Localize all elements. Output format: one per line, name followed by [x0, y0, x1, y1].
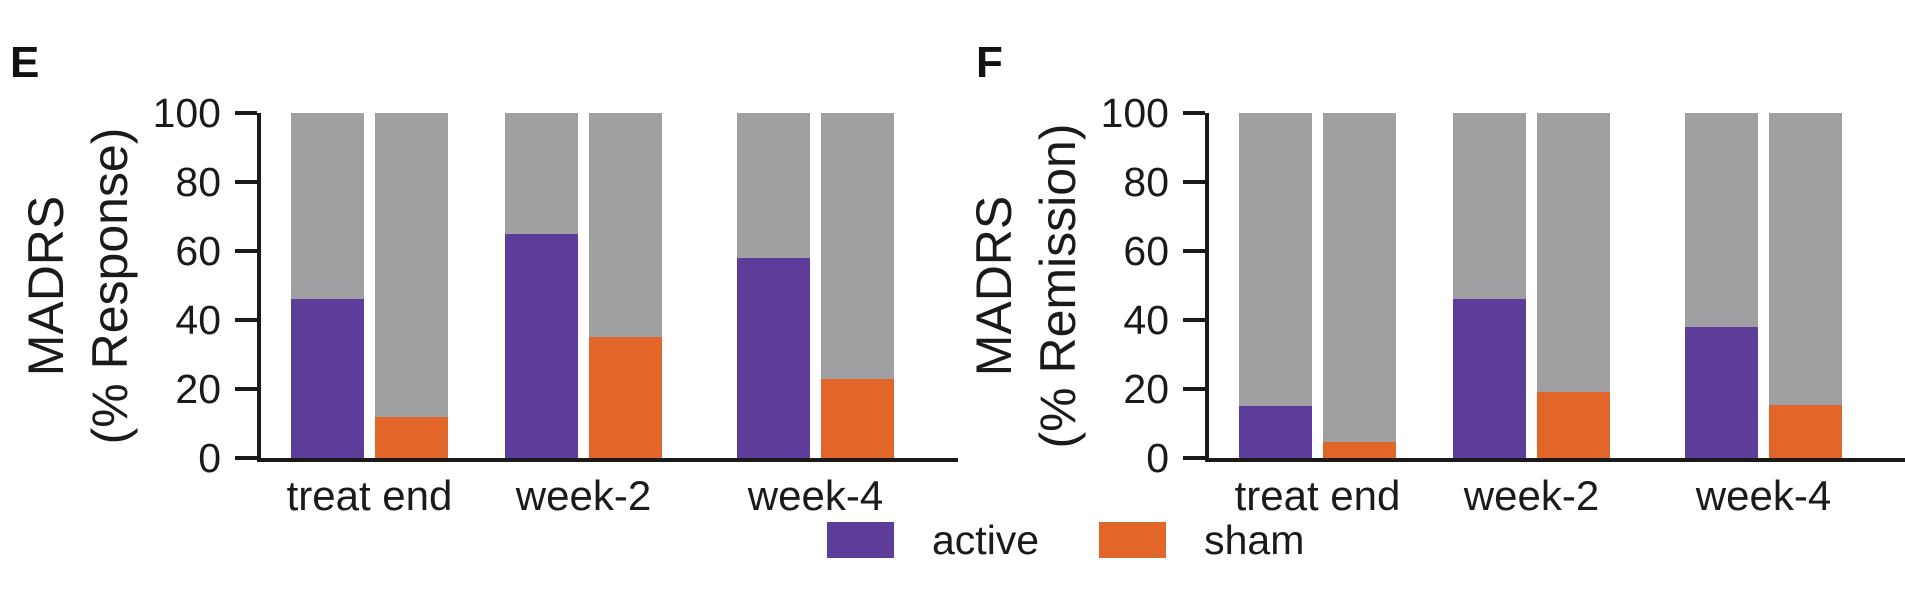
y-tick: [1183, 387, 1205, 391]
bar-fill-sham: [1769, 404, 1842, 458]
x-tick-label-week-4: week-4: [747, 472, 884, 519]
legend-item-sham: sham: [1099, 517, 1305, 563]
bar-fill-active: [1453, 299, 1526, 458]
bar-fill-sham: [821, 378, 894, 458]
y-tick: [1183, 111, 1205, 115]
y-tick-label: 100: [1100, 90, 1169, 136]
panel-e-ylabel-line2: (% Response): [82, 127, 138, 444]
bar-fill-sham: [375, 416, 448, 458]
legend-swatch-sham: [1099, 522, 1167, 558]
legend-item-active: active: [827, 517, 1040, 563]
bar-active-week-2: [505, 113, 578, 458]
y-tick: [235, 249, 257, 253]
bar-sham-treat-end: [1323, 113, 1396, 458]
x-tick-label-week-2: week-2: [515, 472, 652, 519]
bar-active-treat-end: [291, 113, 364, 458]
bar-fill-active: [1239, 406, 1312, 458]
y-tick: [1183, 456, 1205, 460]
x-tick-label-treat-end: treat end: [286, 472, 453, 519]
panel-f-ylabel-line1: MADRS: [966, 195, 1022, 376]
bar-sham-week-2: [589, 113, 662, 458]
y-tick-label: 100: [152, 90, 221, 136]
bar-fill-sham: [1537, 392, 1610, 458]
panel-e-ylabel-line1: MADRS: [18, 195, 74, 376]
bar-fill-active: [737, 257, 810, 458]
y-tick-label: 60: [175, 228, 221, 274]
y-tick-label: 40: [1123, 297, 1169, 343]
y-tick: [235, 456, 257, 460]
bar-fill-active: [505, 233, 578, 458]
bar-active-treat-end: [1239, 113, 1312, 458]
bar-sham-week-4: [821, 113, 894, 458]
bar-fill-active: [1685, 326, 1758, 458]
y-tick: [1183, 318, 1205, 322]
panel-e-letter: E: [10, 38, 40, 87]
panel-f-letter: F: [976, 38, 1003, 87]
y-tick: [235, 318, 257, 322]
y-tick-label: 20: [175, 366, 221, 412]
legend: active sham: [827, 517, 1305, 563]
bar-active-week-4: [1685, 113, 1758, 458]
y-tick-label: 40: [175, 297, 221, 343]
legend-swatch-active: [827, 522, 894, 558]
legend-label-sham: sham: [1204, 517, 1305, 563]
bar-fill-sham: [589, 337, 662, 458]
x-tick-label-week-2: week-2: [1463, 472, 1600, 519]
y-tick: [1183, 180, 1205, 184]
y-tick-label: 80: [175, 159, 221, 205]
legend-label-active: active: [932, 517, 1040, 563]
panel-f-plot-area: 0 20 40 60 80 100 treat end week-2 week-4: [1101, 91, 1905, 519]
x-tick-label-treat-end: treat end: [1234, 472, 1401, 519]
bar-fill-sham: [1323, 442, 1396, 458]
y-tick: [235, 180, 257, 184]
y-tick-label: 60: [1123, 228, 1169, 274]
bar-sham-treat-end: [375, 113, 448, 458]
x-tick-label-week-4: week-4: [1695, 472, 1832, 519]
y-tick: [1183, 249, 1205, 253]
y-tick: [235, 111, 257, 115]
panel-f-ylabel-line2: (% Remission): [1030, 122, 1086, 449]
panel-e-plot-area: 0 20 40 60 80 100 treat end week-2 week-4: [153, 91, 958, 519]
y-tick-label: 80: [1123, 159, 1169, 205]
bar-sham-week-4: [1769, 113, 1842, 458]
y-tick: [235, 387, 257, 391]
bar-active-week-4: [737, 113, 810, 458]
y-tick-label: 0: [198, 435, 221, 481]
bar-active-week-2: [1453, 113, 1526, 458]
y-tick-label: 0: [1146, 435, 1169, 481]
bar-fill-active: [291, 299, 364, 458]
y-tick-label: 20: [1123, 366, 1169, 412]
bar-sham-week-2: [1537, 113, 1610, 458]
